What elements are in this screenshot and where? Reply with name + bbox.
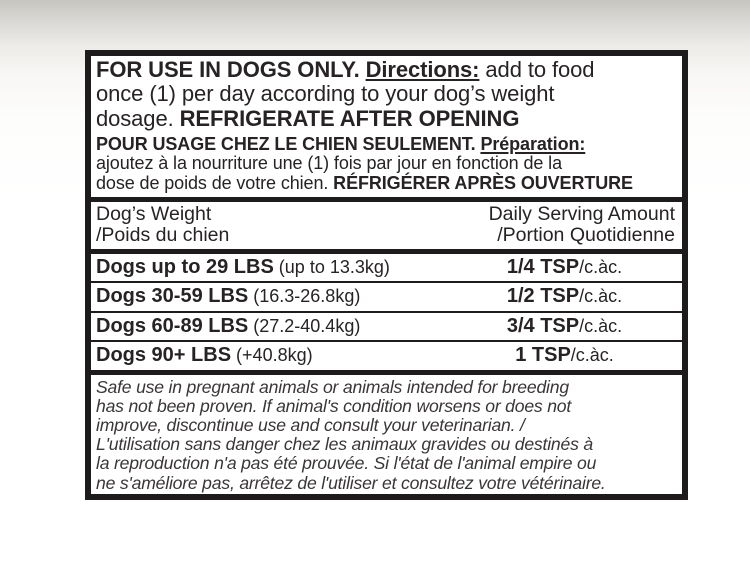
directions-fr-line1: POUR USAGE CHEZ LE CHIEN SEULEMENT. Prép… [96, 133, 682, 155]
weight-cell: Dogs 60-89 LBS (27.2-40.4kg) [96, 314, 361, 337]
disclaimer-line: la reproduction n'a pas été prouvée. Si … [96, 453, 597, 474]
weight-cell: Dogs 90+ LBS (+40.8kg) [96, 344, 313, 367]
safety-disclaimer: Safe use in pregnant animals or animals … [96, 376, 682, 493]
weight-column-header: Dog’s Weight /Poids du chien [96, 202, 230, 247]
directions-en-line2: once (1) per day according to your dog’s… [96, 81, 555, 107]
table-row: Dogs 30-59 LBS (16.3-26.8kg) 1/2 TSP/c.à… [91, 283, 682, 311]
refrigerer-warning: RÉFRIGÉRER APRÈS OUVERTURE [333, 173, 633, 194]
table-row: Dogs 60-89 LBS (27.2-40.4kg) 3/4 TSP/c.à… [91, 313, 682, 341]
serving-cell: 3/4 TSP/c.àc. [506, 314, 623, 337]
serving-cell: 1/2 TSP/c.àc. [506, 285, 623, 308]
serving-cell: 1 TSP/c.àc. [515, 344, 614, 367]
refrigerate-warning: REFRIGERATE AFTER OPENING [179, 105, 520, 131]
serving-cell: 1/4 TSP/c.àc. [506, 255, 623, 278]
for-use-text: FOR USE IN DOGS ONLY. [96, 57, 366, 82]
directions-fr-line3: dose de poids de votre chien. RÉFRIGÉRER… [96, 173, 633, 194]
dosage-label-panel: FOR USE IN DOGS ONLY. Directions: add to… [85, 50, 688, 500]
weight-cell: Dogs 30-59 LBS (16.3-26.8kg) [96, 285, 361, 308]
directions-heading: Directions: [365, 57, 480, 82]
disclaimer-line: Safe use in pregnant animals or animals … [96, 376, 569, 397]
directions-en-line3: dosage. REFRIGERATE AFTER OPENING [96, 105, 520, 131]
pour-usage-text: POUR USAGE CHEZ LE CHIEN SEULEMENT. [96, 133, 481, 154]
divider-thick [91, 248, 682, 254]
table-row: Dogs up to 29 LBS (up to 13.3kg) 1/4 TSP… [91, 254, 682, 282]
directions-english: FOR USE IN DOGS ONLY. Directions: add to… [96, 57, 682, 131]
directions-french: POUR USAGE CHEZ LE CHIEN SEULEMENT. Prép… [96, 133, 682, 194]
disclaimer-line: improve, discontinue use and consult you… [96, 415, 525, 436]
divider-thin [91, 281, 682, 284]
divider-thin [91, 310, 682, 313]
disclaimer-line: ne s'améliore pas, arrêtez de l'utiliser… [96, 472, 606, 493]
directions-en-line1: FOR USE IN DOGS ONLY. Directions: add to… [96, 57, 682, 82]
preparation-heading: Préparation: [480, 133, 586, 154]
directions-text: add to food [479, 57, 595, 82]
divider-thick [91, 196, 682, 202]
divider-thin [91, 340, 682, 343]
disclaimer-line: L'utilisation sans danger chez les anima… [96, 434, 593, 455]
directions-fr-line2: ajoutez à la nourriture une (1) fois par… [96, 153, 562, 174]
divider-thick [91, 369, 682, 375]
serving-column-header: Daily Serving Amount /Portion Quotidienn… [488, 202, 675, 247]
weight-cell: Dogs up to 29 LBS (up to 13.3kg) [96, 255, 390, 278]
table-header: Dog’s Weight /Poids du chien Daily Servi… [91, 202, 682, 249]
table-row: Dogs 90+ LBS (+40.8kg) 1 TSP/c.àc. [91, 342, 682, 370]
disclaimer-line: has not been proven. If animal's conditi… [96, 395, 572, 416]
